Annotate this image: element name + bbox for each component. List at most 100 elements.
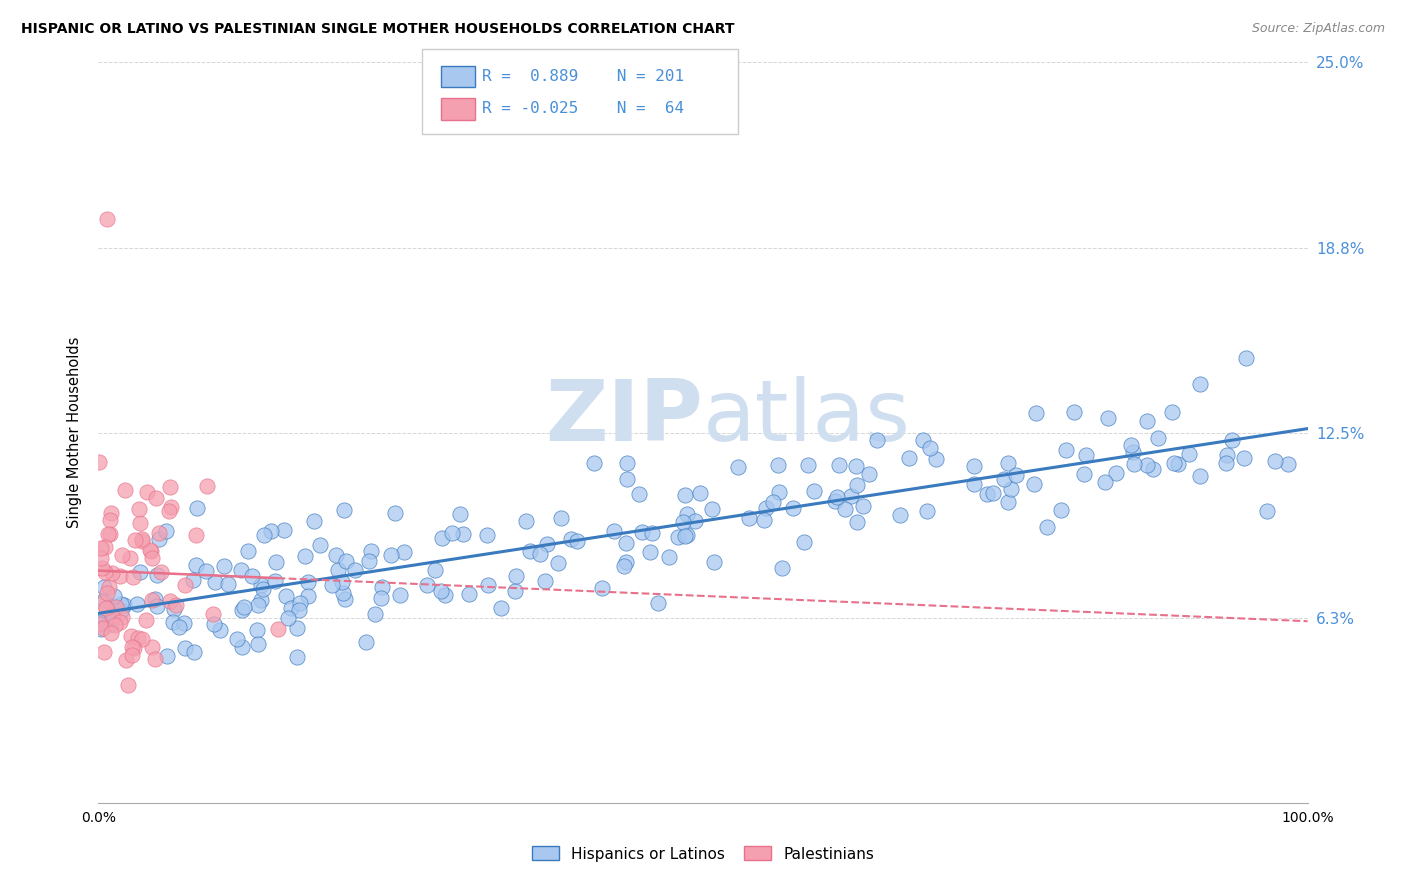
Point	[135, 613, 157, 627]
Point	[93, 644, 115, 658]
Text: R =  0.889    N = 201: R = 0.889 N = 201	[482, 70, 685, 84]
Point	[309, 539, 332, 553]
Point	[111, 609, 134, 624]
Point	[920, 441, 942, 455]
Point	[96, 212, 118, 227]
Point	[755, 501, 778, 516]
Point	[156, 649, 179, 664]
Point	[846, 478, 869, 492]
Point	[738, 510, 761, 524]
Point	[766, 458, 789, 473]
Point	[672, 515, 695, 529]
Point	[360, 543, 382, 558]
Point	[449, 507, 471, 521]
Point	[529, 547, 551, 561]
Point	[371, 580, 394, 594]
Point	[333, 503, 356, 517]
Point	[616, 471, 638, 485]
Point	[124, 533, 146, 547]
Point	[98, 526, 121, 541]
Point	[98, 513, 121, 527]
Point	[727, 460, 749, 475]
Point	[370, 591, 392, 605]
Point	[489, 600, 512, 615]
Point	[647, 596, 669, 610]
Point	[104, 617, 127, 632]
Point	[104, 599, 127, 614]
Point	[297, 575, 319, 590]
Point	[127, 632, 149, 646]
Point	[121, 570, 143, 584]
Point	[330, 575, 353, 590]
Point	[287, 650, 309, 665]
Point	[118, 550, 141, 565]
Point	[114, 653, 136, 667]
Point	[98, 580, 121, 594]
Point	[1035, 520, 1057, 534]
Point	[100, 616, 122, 631]
Point	[630, 524, 652, 539]
Point	[1189, 468, 1212, 483]
Point	[441, 526, 464, 541]
Point	[976, 487, 998, 501]
Point	[148, 533, 170, 547]
Point	[141, 544, 163, 558]
Point	[997, 456, 1019, 470]
Point	[114, 483, 136, 498]
Point	[294, 549, 316, 564]
Point	[827, 458, 849, 473]
Point	[503, 584, 526, 599]
Point	[1094, 475, 1116, 489]
Y-axis label: Single Mother Households: Single Mother Households	[67, 337, 83, 528]
Point	[89, 615, 111, 629]
Point	[752, 513, 775, 527]
Point	[824, 494, 846, 508]
Point	[103, 589, 125, 603]
Point	[209, 623, 232, 637]
Point	[145, 491, 167, 506]
Point	[128, 516, 150, 530]
Point	[273, 523, 295, 537]
Point	[333, 591, 356, 606]
Point	[1073, 467, 1095, 481]
Point	[628, 487, 651, 501]
Point	[260, 524, 283, 539]
Point	[167, 620, 190, 634]
Point	[101, 609, 124, 624]
Point	[666, 530, 689, 544]
Point	[108, 569, 131, 583]
Point	[793, 535, 815, 549]
Point	[505, 568, 527, 582]
Point	[162, 615, 184, 629]
Point	[925, 451, 948, 466]
Point	[1234, 351, 1257, 365]
Point	[827, 491, 849, 505]
Point	[143, 591, 166, 606]
Point	[433, 588, 456, 602]
Point	[96, 601, 118, 615]
Point	[1142, 462, 1164, 476]
Point	[160, 500, 183, 514]
Point	[87, 615, 110, 630]
Point	[100, 626, 122, 640]
Point	[1005, 468, 1028, 483]
Point	[89, 617, 111, 632]
Point	[1264, 454, 1286, 468]
Point	[1054, 442, 1077, 457]
Point	[138, 542, 160, 557]
Point	[846, 515, 869, 529]
Point	[1122, 458, 1144, 472]
Point	[238, 544, 260, 558]
Point	[280, 601, 302, 615]
Point	[614, 536, 637, 550]
Point	[93, 593, 115, 607]
Point	[675, 507, 697, 521]
Point	[90, 541, 112, 555]
Point	[384, 506, 406, 520]
Point	[159, 594, 181, 608]
Point	[1121, 437, 1143, 451]
Point	[145, 568, 167, 582]
Point	[1122, 444, 1144, 458]
Point	[1063, 404, 1085, 418]
Point	[194, 565, 217, 579]
